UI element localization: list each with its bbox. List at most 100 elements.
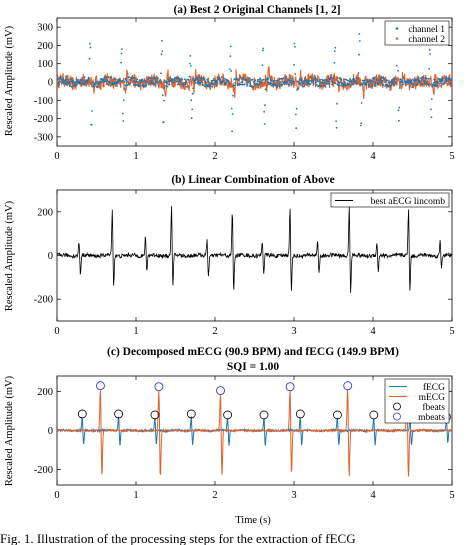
series-channel-1-point: [361, 79, 364, 82]
panel-a-series-group: [57, 33, 452, 133]
series-channel-1-point: [419, 77, 422, 80]
series-channel-1-point: [122, 120, 125, 122]
series-channel-1-point: [309, 83, 312, 86]
series-channel-1-point: [243, 78, 245, 81]
series-channel-1-point: [391, 78, 394, 81]
series-channel-1-point: [138, 85, 141, 88]
series-channel-1-point: [171, 79, 174, 82]
mbeat-marker: [95, 381, 105, 391]
series-channel-1-point: [102, 81, 105, 84]
fbeat-marker: [223, 410, 233, 420]
series-channel-1-point: [289, 81, 291, 84]
series-channel-1-point: [88, 77, 90, 79]
series-channel-1-point: [161, 50, 164, 53]
series-channel-1-point: [77, 79, 80, 81]
series-channel-1-point: [107, 83, 109, 86]
series-channel-1-point: [67, 78, 70, 81]
series-channel-1-point: [323, 81, 326, 84]
series-channel-1-point: [345, 79, 348, 81]
series-channel-1-point: [330, 77, 333, 79]
legend-label-mbeats: mbeats: [418, 413, 445, 423]
series-channel-1-point: [336, 102, 338, 105]
series-channel-1-point: [262, 47, 265, 50]
series-channel-1-point: [433, 78, 435, 81]
series-channel-1-point: [401, 79, 403, 82]
series-channel-1-point: [419, 81, 422, 83]
series-channel-1-point: [125, 79, 128, 82]
series-channel-1-point: [88, 57, 91, 60]
series-channel-1-point: [427, 80, 429, 82]
series-channel-1-point: [114, 78, 117, 81]
series-channel-1-point: [228, 82, 231, 85]
series-channel-1-point: [300, 84, 302, 86]
x-tick-label: 4: [370, 151, 376, 162]
series-channel-1-point: [357, 72, 360, 74]
series-channel-1-point: [356, 82, 359, 85]
series-channel-1-point: [149, 82, 151, 85]
series-channel-1-point: [167, 78, 170, 81]
series-channel-1-point: [184, 83, 187, 85]
series-channel-1-point: [415, 78, 418, 81]
series-channel-1-point: [189, 62, 191, 65]
series-channel-1-point: [350, 79, 353, 82]
series-channel-1-point: [319, 78, 322, 81]
series-channel-1-point: [235, 77, 238, 80]
series-channel-1-point: [322, 84, 325, 87]
x-tick-label: 3: [291, 151, 296, 162]
series-channel-1-point: [229, 45, 232, 48]
x-tick-label: 1: [133, 151, 138, 162]
series-channel-1-point: [351, 78, 354, 80]
series-channel-1-point: [194, 82, 197, 84]
series-channel-1-point: [437, 81, 440, 84]
series-channel-1-point: [301, 82, 304, 85]
series-channel-1-point: [159, 79, 162, 81]
series-channel-1-point: [334, 46, 337, 49]
series-channel-1-point: [302, 82, 305, 85]
series-channel-1-point: [339, 84, 341, 87]
x-tick-label: 5: [449, 490, 454, 501]
series-channel-1-point: [92, 81, 94, 83]
series-channel-1-point: [261, 64, 264, 67]
series-channel-1-point: [239, 76, 242, 79]
series-channel-1-point: [211, 85, 214, 88]
series-channel-1-point: [105, 76, 108, 78]
y-tick-label: 0: [48, 78, 53, 89]
series-channel-1-point: [288, 83, 291, 86]
series-channel-1-point: [311, 77, 313, 80]
series-channel-1-point: [96, 82, 98, 85]
series-channel-1-point: [318, 80, 320, 83]
series-channel-1-point: [398, 106, 401, 109]
series-channel-1-point: [82, 80, 84, 83]
series-channel-1-point: [365, 84, 368, 87]
series-channel-1-point: [107, 76, 110, 78]
series-channel-1-point: [374, 83, 377, 86]
series-channel-1-point: [413, 80, 416, 83]
series-channel-1-point: [260, 81, 263, 83]
series-channel-1-point: [161, 94, 164, 97]
series-channel-1-point: [325, 79, 328, 81]
series-channel-1-point: [72, 80, 75, 83]
series-channel-1-point: [336, 83, 339, 86]
series-channel-1-point: [119, 83, 122, 85]
series-channel-1-point: [253, 80, 256, 83]
series-channel-1-point: [355, 79, 357, 82]
x-tick-label: 2: [212, 490, 217, 501]
series-channel-1-point: [349, 78, 352, 80]
series-channel-1-point: [446, 80, 449, 82]
series-channel-1-point: [423, 79, 426, 82]
series-channel-1-point: [440, 80, 443, 83]
series-channel-1-point: [282, 77, 285, 79]
series-channel-1-point: [398, 119, 400, 122]
series-channel-1-point: [279, 81, 282, 83]
series-channel-1-point: [295, 107, 298, 110]
series-channel-1-point: [98, 82, 101, 85]
series-channel-1-point: [188, 75, 191, 78]
series-channel-1-point: [340, 81, 342, 84]
series-channel-1-point: [200, 77, 203, 80]
series-channel-1-point: [320, 85, 323, 87]
fbeat-marker: [150, 410, 160, 420]
series-channel-1-point: [393, 78, 396, 80]
series-channel-1-point: [216, 81, 219, 83]
series-channel-1-point: [218, 78, 221, 81]
